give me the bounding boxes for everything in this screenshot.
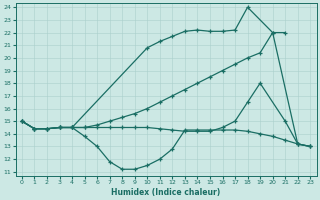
X-axis label: Humidex (Indice chaleur): Humidex (Indice chaleur) <box>111 188 221 197</box>
